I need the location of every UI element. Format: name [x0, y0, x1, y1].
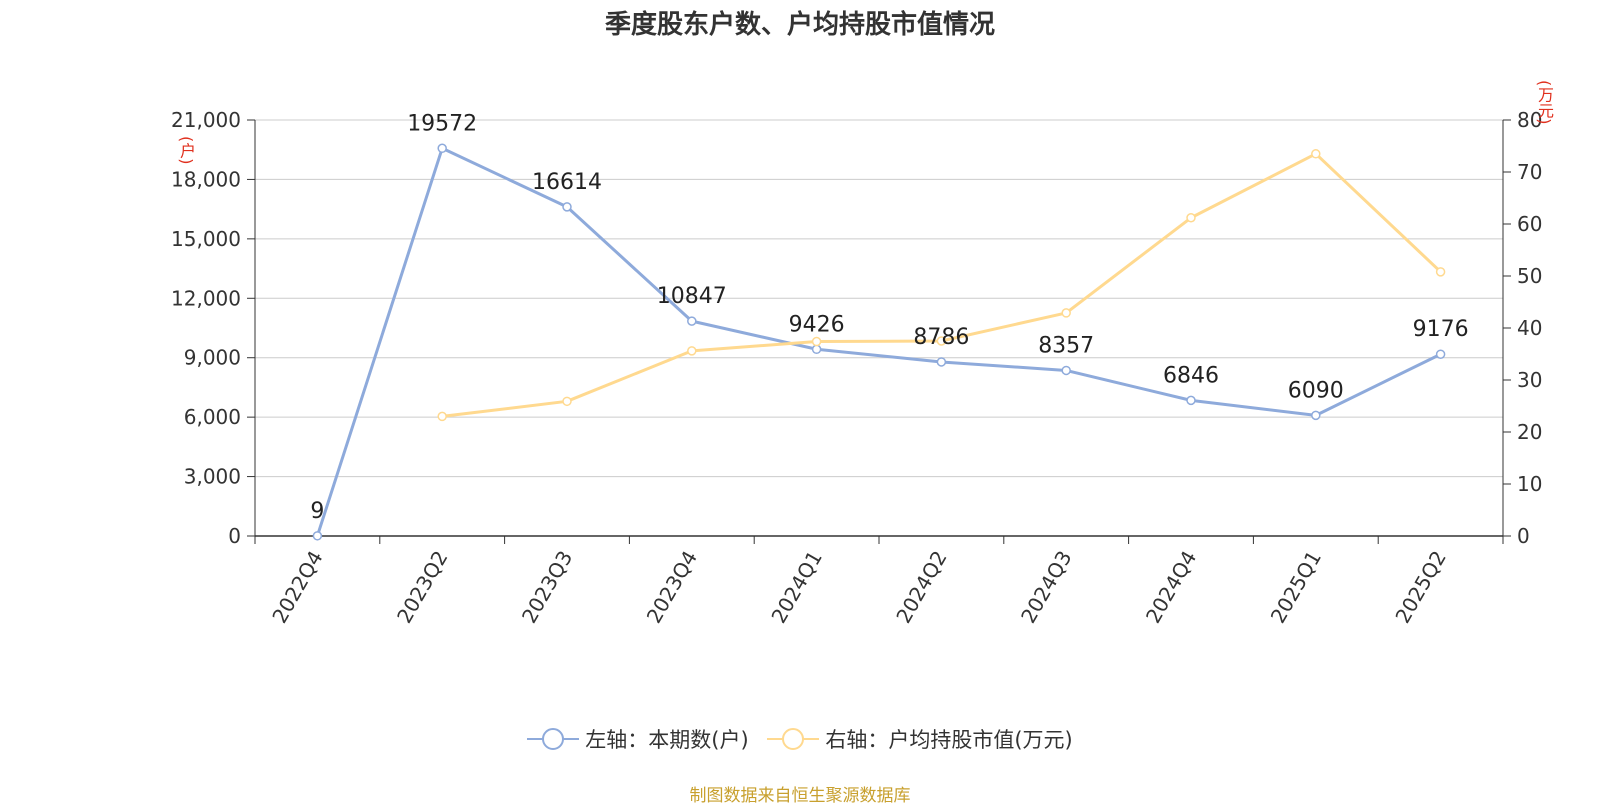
x-axis-tick-label: 2023Q2 — [392, 547, 452, 628]
legend-swatch-right-icon — [767, 728, 820, 750]
data-point-right — [1061, 308, 1071, 318]
left-axis-tick-label: 21,000 — [171, 108, 241, 132]
data-point-right — [687, 346, 697, 356]
left-axis-tick-label: 0 — [228, 524, 241, 548]
data-point-right — [936, 336, 947, 346]
series-line-left — [315, 146, 1442, 537]
x-axis-tick-label: 2024Q1 — [766, 547, 826, 628]
right-axis-tick-label: 10 — [1517, 472, 1542, 496]
data-point-right — [437, 411, 447, 422]
data-point-left — [312, 531, 323, 541]
data-point-left — [936, 357, 947, 367]
data-label: 6090 — [1288, 378, 1344, 403]
right-axis-tick-label: 60 — [1517, 212, 1542, 236]
chart-title: 季度股东户数、户均持股市值情况 — [604, 10, 995, 40]
data-point-right — [1186, 213, 1196, 223]
data-point-left — [811, 344, 822, 355]
data-label: 9176 — [1413, 317, 1469, 342]
data-point-right — [811, 336, 822, 347]
left-axis-tick-label: 15,000 — [171, 227, 241, 251]
data-label: 8786 — [913, 325, 969, 350]
right-axis-tick-label: 50 — [1517, 264, 1542, 288]
x-axis-tick-label: 2022Q4 — [267, 547, 327, 628]
x-axis-tick-label: 2025Q1 — [1266, 547, 1326, 628]
data-label: 6846 — [1163, 363, 1219, 388]
left-axis-tick-label: 18,000 — [171, 167, 241, 191]
data-point-right — [562, 396, 572, 407]
right-axis-tick-label: 40 — [1517, 316, 1542, 340]
right-axis-tick-label: 70 — [1517, 160, 1542, 184]
source-note: 制图数据来自恒生聚源数据库 — [689, 786, 911, 806]
data-point-left — [687, 316, 697, 326]
data-label: 19572 — [407, 111, 477, 136]
chart-plot: 0 3,000 6,000 9,000 12,000 15,000 18,000 21,000… — [171, 108, 1542, 628]
data-label: 9426 — [789, 312, 845, 337]
x-axis-tick-label: 2025Q2 — [1390, 547, 1450, 628]
right-axis-unit: (万元) — [1535, 80, 1554, 125]
left-axis-tick-label: 12,000 — [171, 286, 241, 310]
data-label: 8357 — [1038, 333, 1094, 358]
right-axis-tick-label: 80 — [1517, 108, 1542, 132]
legend-item-right[interactable]: 右轴：户均持股市值(万元) — [767, 724, 1073, 754]
left-axis-tick-label: 3,000 — [184, 465, 241, 489]
data-label: 16614 — [532, 170, 602, 195]
legend-swatch-left-icon — [527, 728, 580, 750]
x-axis-tick-label: 2023Q4 — [642, 547, 702, 628]
right-axis-tick-label: 30 — [1517, 368, 1542, 392]
legend-label-left: 左轴：本期数(户) — [585, 728, 749, 752]
data-label: 9 — [310, 499, 324, 524]
left-axis-unit: (户) — [177, 136, 196, 165]
data-point-right — [1311, 149, 1321, 159]
data-point-left — [1061, 365, 1071, 376]
right-axis-tick-label: 20 — [1517, 420, 1542, 444]
data-point-right — [1435, 267, 1446, 277]
data-point-left — [437, 143, 447, 154]
legend-item-left[interactable]: 左轴：本期数(户) — [527, 724, 749, 754]
data-point-left — [562, 202, 572, 212]
x-axis-tick-label: 2023Q3 — [517, 547, 577, 628]
data-point-left — [1435, 349, 1446, 359]
data-label: 10847 — [657, 284, 727, 309]
data-point-left — [1311, 410, 1321, 421]
right-axis-tick-label: 0 — [1517, 524, 1530, 548]
x-axis-tick-label: 2024Q2 — [891, 547, 951, 628]
legend-label-right: 右轴：户均持股市值(万元) — [825, 728, 1073, 752]
left-axis-tick-label: 6,000 — [184, 405, 241, 429]
left-axis-tick-label: 9,000 — [184, 346, 241, 370]
data-point-left — [1186, 395, 1196, 406]
x-axis-tick-label: 2024Q3 — [1016, 547, 1076, 628]
legend: 左轴：本期数(户) 右轴：户均持股市值(万元) — [0, 724, 1600, 756]
x-axis-tick-label: 2024Q4 — [1141, 547, 1201, 628]
